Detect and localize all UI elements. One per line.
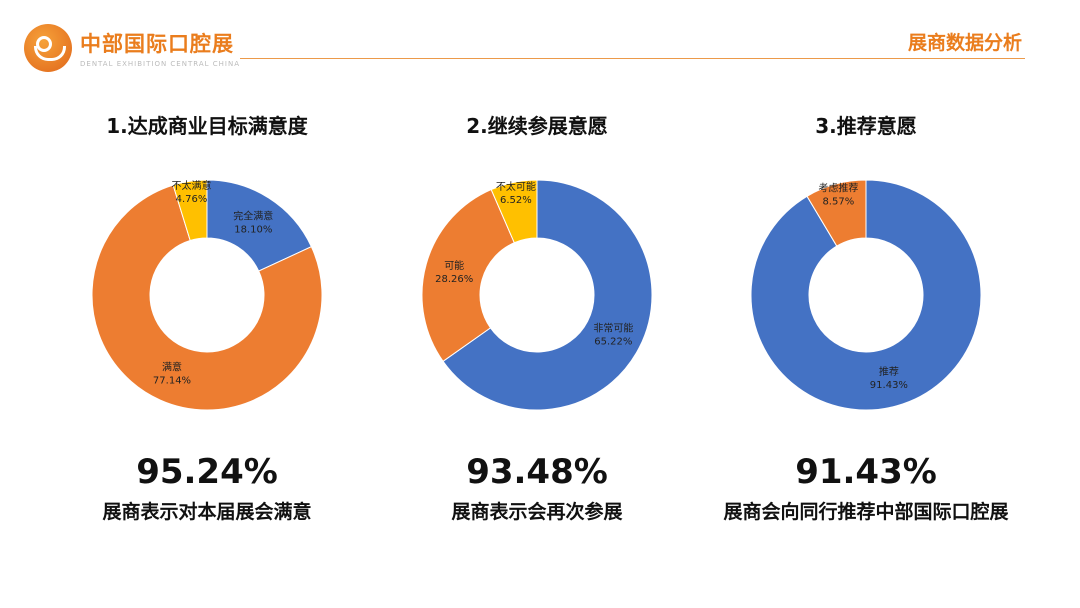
logo: 中部国际口腔展 DENTAL EXHIBITION CENTRAL CHINA: [24, 24, 240, 72]
slice-name-label: 满意: [162, 361, 182, 374]
logo-smile-icon: [24, 24, 72, 72]
slice-percent-label: 4.76%: [176, 194, 208, 205]
donut-slice-非常可能: [442, 179, 653, 411]
headline-caption: 展商表示会再次参展: [451, 501, 623, 523]
slice-percent-label: 8.57%: [822, 197, 854, 208]
chart-3-title-wrap: 3.推荐意愿: [701, 110, 1031, 139]
slice-name-label: 不太可能: [496, 180, 536, 193]
donut-chart-1: 完全满意 18.10% 满意 77.14% 不太满意 4.76%: [91, 179, 323, 411]
donut-slice-不太可能: [490, 179, 538, 244]
slice-percent-label: 77.14%: [153, 376, 191, 387]
chart-2-title-wrap: 2.继续参展意愿: [372, 110, 702, 139]
header-divider: [240, 58, 1025, 59]
donut-chart-3: 推荐 91.43% 考虑推荐 8.57%: [750, 179, 982, 411]
headline-caption: 展商会向同行推荐中部国际口腔展: [723, 501, 1009, 523]
donut-slice-考虑推荐: [806, 179, 867, 247]
logo-name: 中部国际口腔展: [80, 32, 234, 56]
slice-name-label: 考虑推荐: [818, 182, 858, 195]
headline-percent: 95.24%: [136, 452, 278, 492]
slice-percent-label: 18.10%: [234, 225, 272, 236]
chart-title: 2.继续参展意愿: [466, 114, 608, 138]
slice-percent-label: 65.22%: [594, 337, 632, 348]
slice-percent-label: 28.26%: [435, 274, 473, 285]
donut-slice-可能: [421, 188, 515, 363]
donut-slice-不太满意: [172, 179, 208, 242]
headline-caption: 展商表示对本届展会满意: [102, 501, 312, 523]
slice-name-label: 非常可能: [593, 322, 633, 335]
slice-name-label: 可能: [444, 259, 464, 272]
chart-1-title-wrap: 1.达成商业目标满意度: [42, 110, 372, 139]
section-title: 展商数据分析: [907, 32, 1022, 54]
headline-percent: 93.48%: [466, 452, 608, 492]
chart-title: 1.达成商业目标满意度: [106, 114, 308, 138]
chart-title: 3.推荐意愿: [815, 114, 917, 138]
headline-percent: 91.43%: [795, 452, 937, 492]
logo-english: DENTAL EXHIBITION CENTRAL CHINA: [80, 60, 240, 68]
slice-name-label: 完全满意: [233, 210, 273, 223]
slice-percent-label: 6.52%: [500, 195, 532, 206]
slice-name-label: 推荐: [879, 365, 899, 378]
slice-name-label: 不太满意: [172, 179, 212, 192]
donut-slice-推荐: [750, 179, 982, 411]
donut-chart-2: 非常可能 65.22% 可能 28.26% 不太可能 6.52%: [421, 179, 653, 411]
donut-slice-满意: [91, 184, 323, 411]
slice-percent-label: 91.43%: [870, 380, 908, 391]
